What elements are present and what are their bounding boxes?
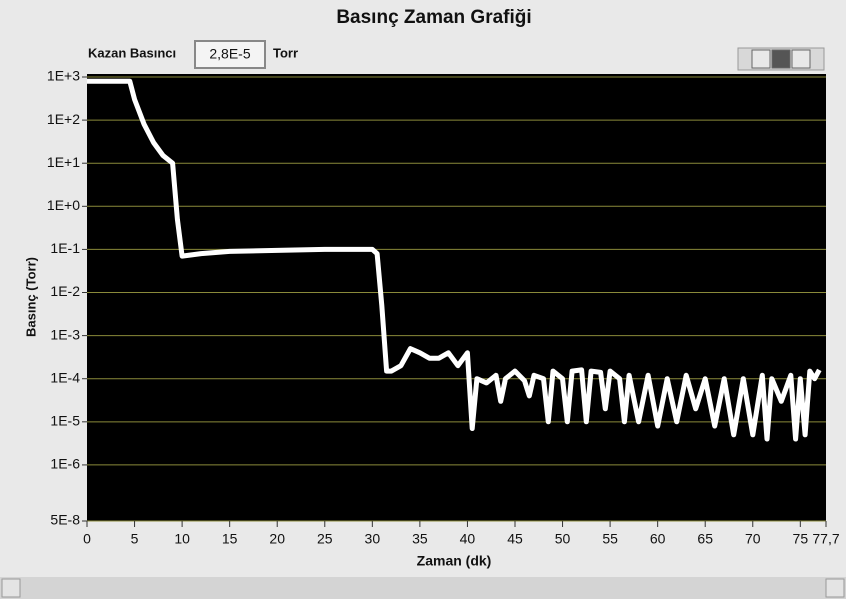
- data-line: [87, 78, 822, 442]
- y-tick-label: 1E+1: [47, 154, 80, 170]
- x-axis-label: Zaman (dk): [417, 553, 492, 569]
- x-tick-label: 35: [412, 531, 428, 547]
- plot-area: [87, 74, 826, 521]
- cursor-tool[interactable]: [751, 49, 771, 69]
- x-tick-label: 75: [793, 531, 809, 547]
- scroll-left[interactable]: [1, 578, 21, 598]
- x-tick-label: 55: [602, 531, 618, 547]
- y-tick-label: 1E-2: [50, 283, 80, 299]
- x-tick-label: 10: [174, 531, 190, 547]
- x-tick-label: 65: [697, 531, 713, 547]
- x-tick-label: 77,7: [812, 531, 839, 547]
- x-tick-label: 25: [317, 531, 333, 547]
- y-tick-label: 1E-4: [50, 369, 80, 385]
- pan-tool[interactable]: [791, 49, 811, 69]
- x-tick-label: 45: [507, 531, 523, 547]
- y-tick-label: 1E-5: [50, 413, 80, 429]
- scroll-right[interactable]: [825, 578, 845, 598]
- x-tick-label: 30: [365, 531, 381, 547]
- y-tick-label: 1E-3: [50, 326, 80, 342]
- graph-palette[interactable]: [737, 47, 825, 71]
- zoom-tool[interactable]: [771, 49, 791, 69]
- x-tick-label: 50: [555, 531, 571, 547]
- x-tick-label: 5: [131, 531, 139, 547]
- x-tick-label: 20: [269, 531, 285, 547]
- indicator-label: Kazan Basıncı: [88, 45, 176, 60]
- y-axis-label: Basınç (Torr): [23, 257, 38, 337]
- scrollbar[interactable]: [0, 577, 846, 599]
- indicator-value: 2,8E-5: [209, 46, 250, 62]
- x-tick-label: 15: [222, 531, 238, 547]
- chart-title: Basınç Zaman Grafiği: [336, 7, 531, 28]
- y-tick-label: 1E+2: [47, 111, 80, 127]
- y-tick-label: 5E-8: [50, 512, 80, 528]
- y-tick-label: 1E-1: [50, 240, 80, 256]
- x-tick-label: 40: [460, 531, 476, 547]
- indicator-unit: Torr: [273, 45, 298, 60]
- y-tick-label: 1E+3: [47, 68, 80, 84]
- y-tick-label: 1E-6: [50, 456, 80, 472]
- indicator-box: [194, 40, 266, 69]
- y-tick-label: 1E+0: [47, 197, 80, 213]
- x-tick-label: 0: [83, 531, 91, 547]
- x-tick-label: 60: [650, 531, 666, 547]
- x-tick-label: 70: [745, 531, 761, 547]
